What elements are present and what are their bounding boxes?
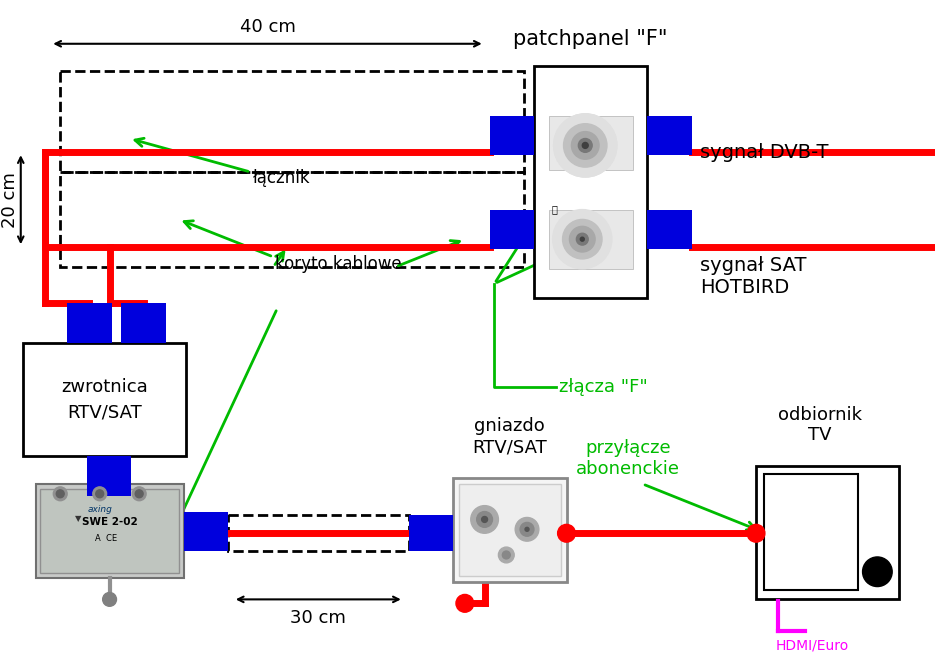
Circle shape <box>476 511 492 527</box>
Text: koryto kablowe: koryto kablowe <box>275 255 402 273</box>
Circle shape <box>53 487 67 501</box>
Circle shape <box>582 143 588 149</box>
Circle shape <box>498 547 514 563</box>
Text: 20 cm: 20 cm <box>1 172 19 228</box>
Circle shape <box>578 139 592 152</box>
Circle shape <box>132 487 146 501</box>
Circle shape <box>552 209 612 268</box>
Circle shape <box>471 505 498 533</box>
Bar <box>60 72 524 172</box>
Circle shape <box>579 139 592 151</box>
Circle shape <box>572 132 599 159</box>
Text: gniazdo
RTV/SAT: gniazdo RTV/SAT <box>473 417 548 456</box>
Circle shape <box>503 551 510 559</box>
Bar <box>60 172 524 266</box>
Bar <box>40 489 179 572</box>
Circle shape <box>863 557 892 586</box>
Bar <box>87 456 131 495</box>
Text: odbiornik
TV: odbiornik TV <box>778 405 862 444</box>
Circle shape <box>525 527 529 531</box>
Circle shape <box>554 114 617 177</box>
Bar <box>548 116 633 170</box>
Bar <box>36 484 183 578</box>
Circle shape <box>563 219 602 259</box>
Circle shape <box>569 226 595 252</box>
Bar <box>228 515 409 551</box>
Text: 30 cm: 30 cm <box>290 609 346 627</box>
Text: sygnał DVB-T: sygnał DVB-T <box>700 143 828 162</box>
Circle shape <box>573 133 598 158</box>
Bar <box>459 484 561 576</box>
Circle shape <box>56 490 65 497</box>
Text: HDMI/Euro: HDMI/Euro <box>776 639 849 653</box>
Circle shape <box>456 594 474 612</box>
Text: przyłącze
abonenckie: przyłącze abonenckie <box>576 439 680 478</box>
Text: 40 cm: 40 cm <box>240 18 296 36</box>
Text: axing: axing <box>87 505 112 513</box>
Bar <box>22 343 185 456</box>
Bar <box>534 66 648 298</box>
Bar <box>409 515 453 551</box>
Circle shape <box>563 124 607 167</box>
Circle shape <box>520 522 534 536</box>
Bar <box>764 474 857 590</box>
Bar <box>453 478 566 582</box>
Bar <box>67 303 111 343</box>
Bar <box>756 466 899 599</box>
Circle shape <box>93 487 107 501</box>
Circle shape <box>563 124 607 167</box>
Circle shape <box>583 143 587 147</box>
Circle shape <box>580 237 584 241</box>
Circle shape <box>554 114 617 177</box>
Circle shape <box>577 233 588 245</box>
Circle shape <box>747 524 765 542</box>
Text: ▼: ▼ <box>75 515 81 523</box>
Bar <box>183 511 228 551</box>
Text: A  CE: A CE <box>95 534 117 543</box>
Bar <box>490 116 534 155</box>
Text: zwrotnica
RTV/SAT: zwrotnica RTV/SAT <box>61 378 148 421</box>
Bar <box>122 303 166 343</box>
Text: złącza "F": złącza "F" <box>559 378 648 396</box>
Text: sygnał SAT
HOTBIRD: sygnał SAT HOTBIRD <box>700 256 806 297</box>
Text: SWE 2-02: SWE 2-02 <box>81 517 138 527</box>
Circle shape <box>95 490 104 497</box>
Text: 🔍: 🔍 <box>551 205 558 215</box>
Text: patchpanel "F": patchpanel "F" <box>514 29 668 49</box>
Text: łącznik: łącznik <box>253 169 311 187</box>
Circle shape <box>103 592 116 606</box>
Circle shape <box>558 524 576 542</box>
Circle shape <box>482 517 488 522</box>
Bar <box>648 116 692 155</box>
Bar <box>490 209 534 249</box>
Bar <box>548 209 633 268</box>
Circle shape <box>135 490 143 497</box>
Bar <box>648 209 692 249</box>
Circle shape <box>515 517 539 541</box>
